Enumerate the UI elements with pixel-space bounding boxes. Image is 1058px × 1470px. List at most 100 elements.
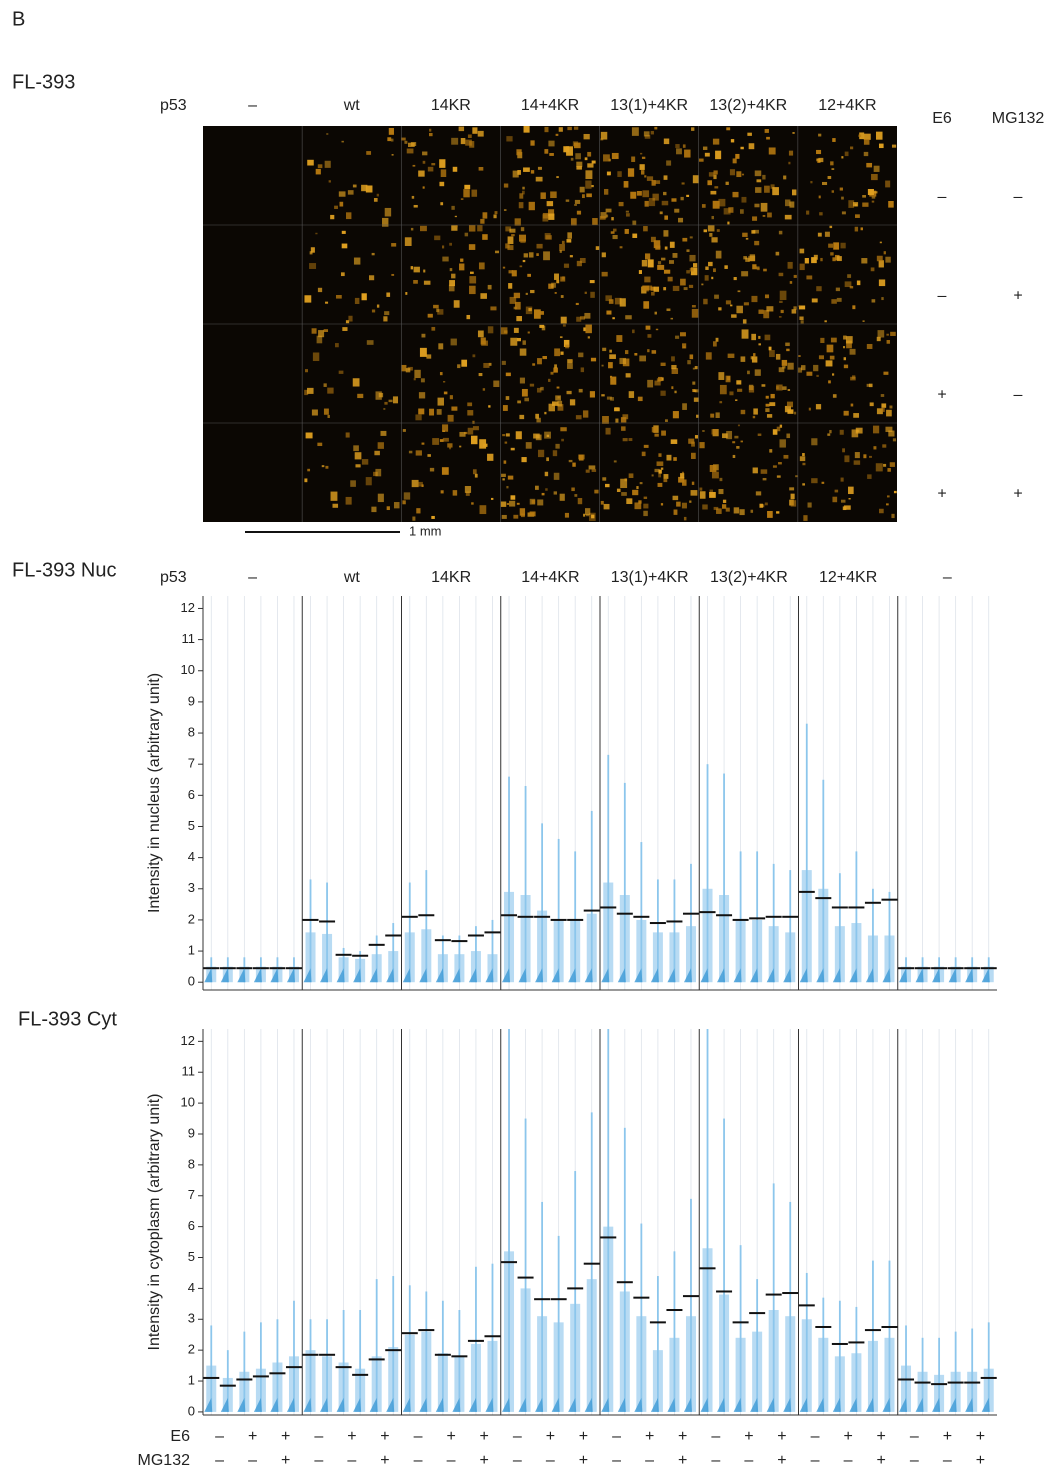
cell [652, 193, 659, 201]
cell [602, 347, 607, 352]
max-whisker [640, 842, 643, 983]
cell [663, 138, 670, 145]
cell [554, 348, 561, 357]
cell [506, 136, 513, 142]
distribution [286, 1397, 295, 1412]
cell [411, 195, 415, 199]
cell [778, 230, 783, 235]
cell [676, 501, 681, 507]
x-row-value: + [744, 1428, 753, 1445]
cell [632, 233, 638, 238]
scale-bar-label: 1 mm [409, 523, 442, 538]
cell [741, 271, 749, 277]
distribution [915, 1397, 924, 1412]
cell [811, 478, 818, 484]
cell [646, 176, 654, 181]
cell [624, 228, 629, 234]
cell [737, 388, 743, 392]
distribution [981, 968, 990, 983]
cell [579, 186, 585, 193]
cell [785, 199, 791, 207]
cell [449, 395, 453, 400]
cell [678, 217, 684, 223]
cell [609, 349, 612, 353]
cell [782, 386, 787, 390]
cell [663, 269, 671, 274]
y-tick-label: 6 [188, 1218, 195, 1233]
y-tick-label: 6 [188, 787, 195, 802]
cell [861, 258, 868, 264]
distribution [584, 968, 593, 983]
distribution [766, 968, 775, 983]
cell [509, 500, 516, 507]
cell [830, 161, 834, 166]
cell [585, 324, 592, 334]
x-row-value: – [612, 1428, 621, 1445]
cell [321, 465, 325, 468]
cell [876, 336, 881, 342]
cell [853, 202, 859, 207]
cell [440, 202, 444, 206]
x-row-value: + [777, 1452, 786, 1469]
cell [765, 403, 770, 407]
cell [401, 137, 406, 141]
cell [651, 350, 657, 354]
cell [311, 328, 317, 334]
max-whisker [458, 1310, 461, 1412]
max-whisker [342, 947, 345, 983]
cell [482, 234, 488, 240]
max-whisker [756, 1279, 759, 1412]
cell [693, 389, 697, 393]
cell [841, 211, 846, 215]
cell [463, 189, 470, 198]
cell [431, 163, 436, 166]
cell [520, 227, 525, 232]
mean-line [368, 1358, 385, 1361]
cell [632, 489, 639, 496]
cell [507, 236, 514, 245]
x-row-value: – [844, 1452, 853, 1469]
cell [858, 134, 862, 137]
cell [672, 411, 679, 419]
cell [886, 503, 889, 506]
mean-line [699, 1267, 716, 1270]
cell [768, 346, 772, 351]
y-tick-label: 3 [188, 1311, 195, 1326]
cell [433, 304, 439, 309]
cell [885, 180, 891, 188]
cell [574, 494, 578, 497]
x-row-value: – [347, 1452, 356, 1469]
cell [641, 259, 648, 267]
mean-line [534, 1298, 551, 1301]
mean-line [401, 1332, 418, 1335]
mean-line [616, 912, 633, 915]
cell [651, 426, 657, 433]
cell [429, 128, 432, 132]
cell [648, 197, 656, 207]
cell [875, 463, 883, 472]
cell [347, 190, 354, 195]
max-whisker [375, 935, 378, 983]
cell [691, 441, 695, 447]
cell [736, 446, 740, 449]
mean-line [881, 898, 898, 901]
cell [704, 152, 710, 157]
distribution [965, 1397, 974, 1412]
cell [603, 188, 609, 195]
cell [478, 372, 483, 377]
max-whisker [971, 1328, 974, 1412]
cell [505, 396, 510, 400]
cell [468, 225, 476, 232]
cell [843, 357, 847, 361]
cell [719, 401, 723, 404]
cell [729, 391, 734, 396]
cell [643, 131, 650, 137]
max-whisker [392, 1276, 395, 1412]
cell [829, 355, 835, 360]
cell [631, 156, 636, 162]
cell [785, 342, 790, 347]
cell [371, 309, 376, 313]
cell [708, 261, 713, 267]
cell [752, 415, 756, 419]
cell [658, 453, 662, 457]
